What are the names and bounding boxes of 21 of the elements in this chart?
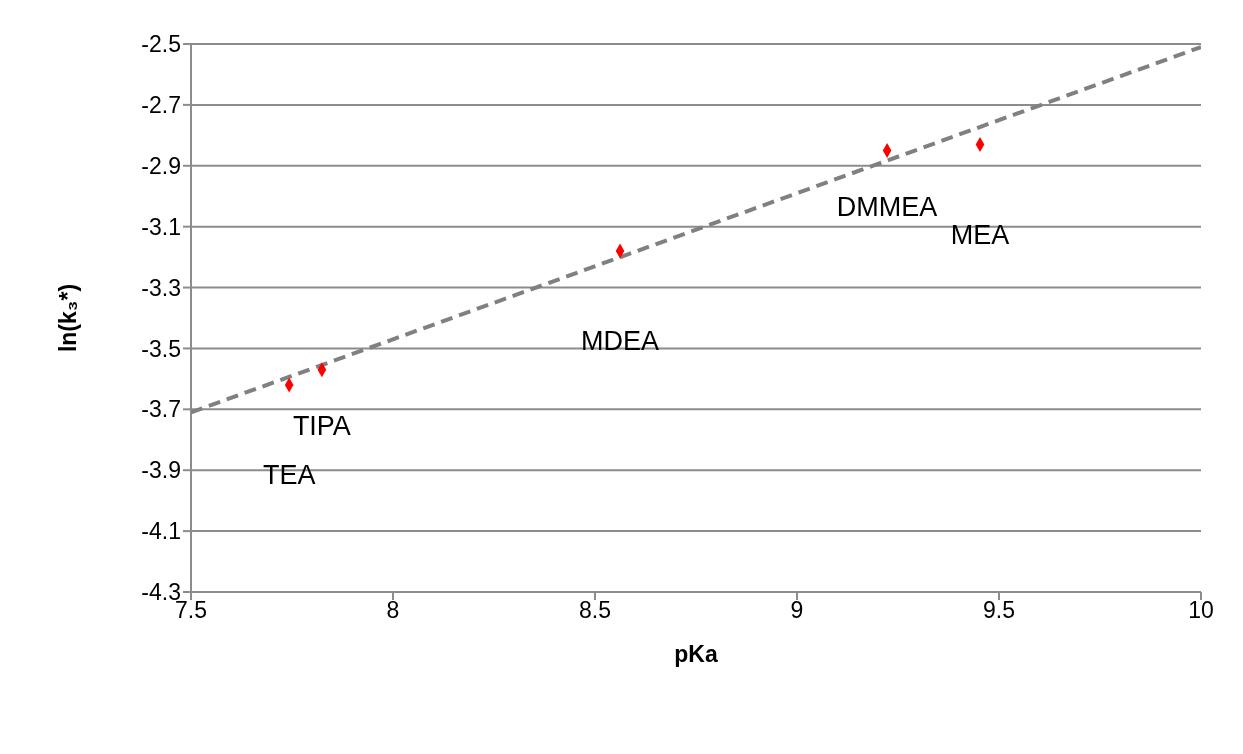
x-tick-label: 9.5 <box>983 597 1015 624</box>
x-tick-label: 10 <box>1188 597 1214 624</box>
annotation: DMMEA <box>836 191 938 222</box>
annotation: TEA <box>262 460 316 491</box>
x-axis-title: pKa <box>674 641 718 667</box>
y-tick-label: -2.5 <box>141 31 181 58</box>
y-tick-label: -2.9 <box>141 152 181 179</box>
y-tick-label: -3.3 <box>141 274 181 301</box>
y-tick-label: -3.1 <box>141 213 181 240</box>
y-tick-label: -3.9 <box>141 457 181 484</box>
x-tick-label: 9 <box>790 597 804 624</box>
y-tick-label: -4.1 <box>141 518 181 545</box>
y-tick-label: -2.7 <box>141 92 181 119</box>
annotation: MDEA <box>581 326 660 357</box>
annotation: TIPA <box>292 410 351 441</box>
x-tick-label: 8.5 <box>579 597 611 624</box>
y-tick-label: -3.5 <box>141 335 181 362</box>
x-tick-label: 8 <box>386 597 400 624</box>
y-tick-label: -3.7 <box>141 396 181 423</box>
annotation: MEA <box>950 219 1010 250</box>
y-axis-title: ln(k₃*) <box>55 283 82 353</box>
